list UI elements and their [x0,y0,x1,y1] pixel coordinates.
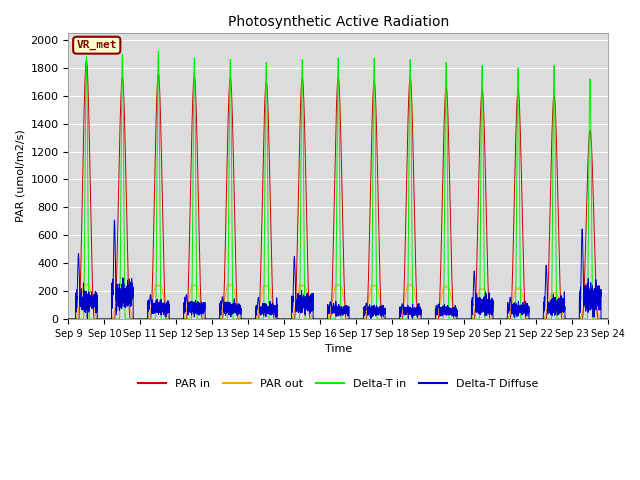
Y-axis label: PAR (umol/m2/s): PAR (umol/m2/s) [15,130,25,222]
Legend: PAR in, PAR out, Delta-T in, Delta-T Diffuse: PAR in, PAR out, Delta-T in, Delta-T Dif… [134,375,543,394]
Title: Photosynthetic Active Radiation: Photosynthetic Active Radiation [228,15,449,29]
X-axis label: Time: Time [324,344,352,354]
Text: VR_met: VR_met [77,40,117,50]
